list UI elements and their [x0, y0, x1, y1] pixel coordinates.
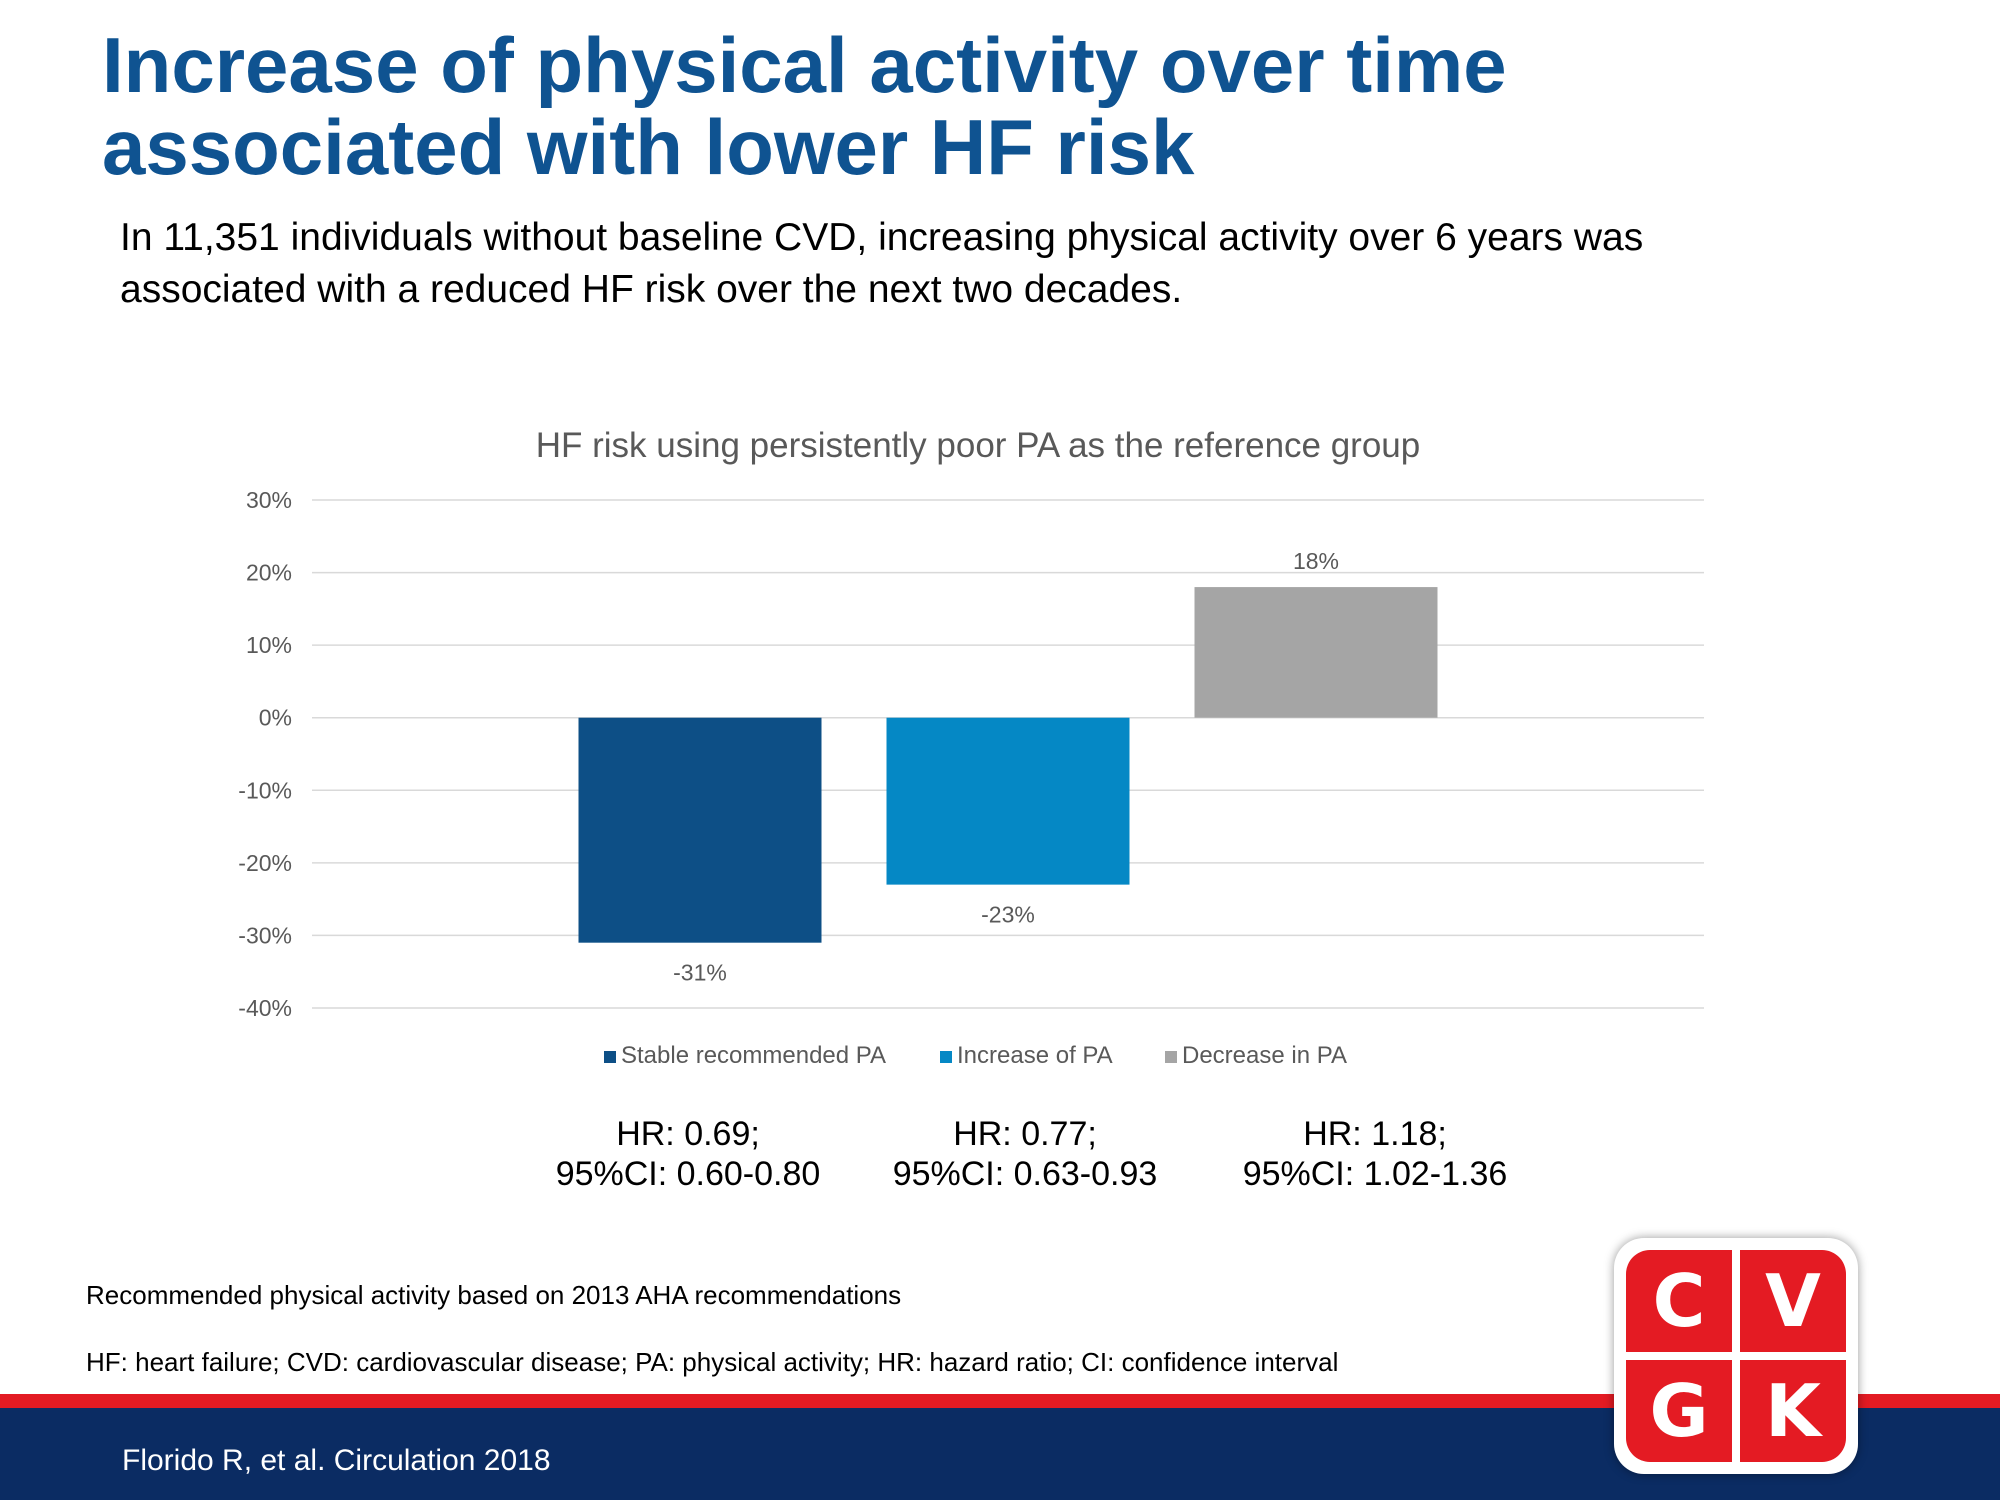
slide-title: Increase of physical activity over time …	[102, 24, 1902, 188]
legend-label: Stable recommended PA	[621, 1042, 886, 1069]
recommendation-note: Recommended physical activity based on 2…	[86, 1280, 902, 1310]
logo-letter-k: K	[1765, 1369, 1821, 1453]
y-tick-label: -30%	[238, 922, 292, 948]
ci-value-increase: 95%CI: 0.63-0.93	[892, 1155, 1158, 1193]
logo-divider-horizontal	[1626, 1352, 1846, 1360]
y-tick-label: -20%	[238, 850, 292, 876]
hf-risk-bar-chart: HF risk using persistently poor PA as th…	[238, 426, 1704, 1069]
data-label: -31%	[673, 960, 727, 986]
y-tick-label: 10%	[246, 632, 292, 658]
hr-box-increase: HR: 0.77; 95%CI: 0.63-0.93	[855, 1114, 1195, 1194]
subtitle-line-2: associated with a reduced HF risk over t…	[120, 268, 1183, 311]
abbreviations-note: HF: heart failure; CVD: cardiovascular d…	[86, 1347, 1339, 1377]
y-tick-label: 20%	[246, 560, 292, 586]
legend-label: Increase of PA	[957, 1042, 1113, 1069]
legend-swatch	[940, 1051, 952, 1063]
slide-subtitle: In 11,351 individuals without baseline C…	[120, 212, 1900, 316]
logo-letter-g: G	[1649, 1369, 1709, 1453]
y-tick-label: -40%	[238, 995, 292, 1021]
bar-2	[886, 717, 1130, 885]
title-line-1: Increase of physical activity over time	[102, 21, 1507, 109]
logo-red-square: C V G K	[1626, 1250, 1846, 1462]
citation-text: Florido R, et al. Circulation 2018	[122, 1444, 551, 1477]
hr-value-decrease: HR: 1.18;	[1303, 1115, 1447, 1153]
logo-letter-c: C	[1652, 1259, 1706, 1343]
ci-value-decrease: 95%CI: 1.02-1.36	[1242, 1155, 1508, 1193]
title-line-2: associated with lower HF risk	[102, 103, 1195, 191]
legend-swatch	[1165, 1051, 1177, 1063]
y-tick-label: 30%	[246, 487, 292, 513]
ci-value-stable: 95%CI: 0.60-0.80	[555, 1155, 821, 1193]
bar-3	[1194, 587, 1438, 718]
hr-value-increase: HR: 0.77;	[953, 1115, 1097, 1153]
hr-box-stable: HR: 0.69; 95%CI: 0.60-0.80	[518, 1114, 858, 1194]
legend-swatch	[604, 1051, 616, 1063]
y-tick-label: 0%	[259, 705, 292, 731]
bar-1	[578, 717, 822, 943]
logo-letter-v: V	[1765, 1259, 1821, 1343]
legend-label: Decrease in PA	[1182, 1042, 1347, 1069]
y-tick-label: -10%	[238, 777, 292, 803]
cvgk-logo: C V G K	[1614, 1238, 1858, 1474]
hr-value-stable: HR: 0.69;	[616, 1115, 760, 1153]
footer-red-band	[0, 1394, 2000, 1408]
data-label: 18%	[1293, 548, 1339, 574]
subtitle-line-1: In 11,351 individuals without baseline C…	[120, 216, 1644, 259]
chart-title: HF risk using persistently poor PA as th…	[536, 426, 1421, 465]
hr-box-decrease: HR: 1.18; 95%CI: 1.02-1.36	[1205, 1114, 1545, 1194]
data-label: -23%	[981, 902, 1035, 928]
